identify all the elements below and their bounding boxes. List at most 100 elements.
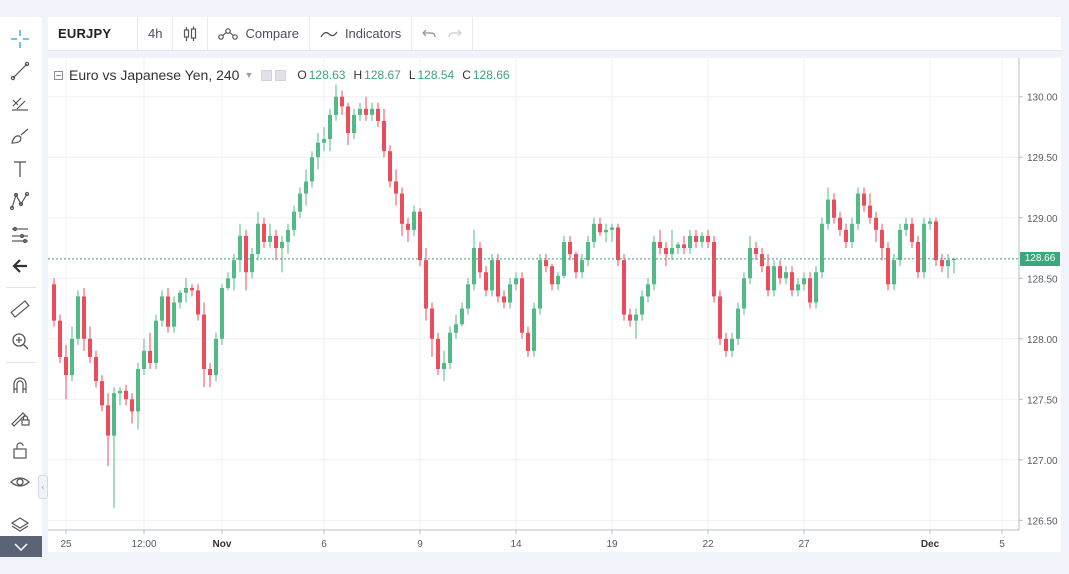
candle-up — [226, 272, 230, 291]
candle-body — [94, 356, 98, 382]
candle-body — [880, 229, 884, 249]
candle-down — [190, 284, 194, 297]
candle-body — [742, 278, 746, 309]
candle-body — [376, 108, 380, 121]
eye-icon[interactable] — [9, 471, 31, 493]
layers-icon[interactable] — [9, 514, 31, 536]
candle-down — [628, 308, 632, 327]
candle-body — [832, 199, 836, 218]
candle-down — [718, 290, 722, 345]
compare-button[interactable]: Compare — [208, 17, 310, 50]
candle-body — [172, 302, 176, 327]
chevron-down-icon — [14, 542, 28, 551]
candle-down — [766, 254, 770, 297]
hide-square-icon[interactable] — [275, 69, 287, 81]
candle-up — [412, 205, 416, 236]
candle-down — [424, 248, 428, 321]
candle-body — [700, 235, 704, 242]
candle-body — [430, 308, 434, 339]
time-tick-label: 25 — [60, 539, 72, 550]
candle-body — [412, 211, 416, 230]
time-tick-label: 22 — [702, 539, 714, 550]
candle-down — [376, 102, 380, 127]
candle-up — [856, 187, 860, 230]
candles-series — [52, 84, 956, 509]
candle-down — [910, 217, 914, 249]
candle-down — [712, 235, 716, 303]
candle-body — [868, 205, 872, 218]
undo-icon[interactable] — [422, 28, 436, 40]
candle-body — [448, 332, 452, 363]
candle-body — [460, 308, 464, 325]
candle-body — [130, 399, 134, 412]
ruler-icon[interactable] — [9, 298, 31, 320]
candle-body — [436, 338, 440, 370]
candle-down — [880, 223, 884, 261]
candle-up — [304, 169, 308, 206]
redo-icon[interactable] — [448, 28, 463, 40]
candle-body — [886, 248, 890, 285]
candle-body — [232, 260, 236, 279]
candle-down — [622, 254, 626, 321]
candle-up — [952, 257, 956, 274]
candle-body — [298, 193, 302, 212]
magnet-icon[interactable] — [9, 374, 31, 396]
chart-style-button[interactable] — [173, 17, 209, 50]
zoom-in-icon[interactable] — [9, 330, 31, 352]
candle-down — [934, 217, 938, 267]
back-arrow-icon[interactable] — [9, 255, 31, 277]
caret-down-icon[interactable]: ▼ — [244, 70, 254, 80]
price-tick-label: 129.50 — [1027, 153, 1058, 164]
candle-up — [118, 387, 122, 406]
candle-body — [484, 272, 488, 291]
tool-separator — [6, 362, 36, 363]
series-title[interactable]: Euro vs Japanese Yen, 240 — [69, 67, 240, 83]
candle-up — [466, 278, 470, 315]
candle-body — [898, 229, 902, 261]
interval-button[interactable]: 4h — [138, 17, 174, 50]
pattern-icon[interactable] — [9, 190, 31, 212]
lock-drawing-icon[interactable] — [9, 406, 31, 428]
unlock-icon[interactable] — [9, 439, 31, 461]
candle-body — [346, 106, 350, 134]
candle-down — [166, 287, 170, 333]
candle-down — [406, 217, 410, 242]
candle-down — [664, 241, 668, 267]
trend-line-icon[interactable] — [9, 60, 31, 82]
chart-area[interactable] — [48, 58, 1061, 552]
candle-up — [250, 248, 254, 279]
candle-down — [706, 229, 710, 249]
brush-icon[interactable] — [9, 125, 31, 147]
prediction-icon[interactable] — [9, 223, 31, 245]
pitchfork-icon[interactable] — [9, 93, 31, 115]
text-icon[interactable] — [9, 158, 31, 180]
candle-body — [826, 199, 830, 224]
candle-up — [748, 235, 752, 285]
candle-body — [670, 248, 674, 255]
indicators-button[interactable]: Indicators — [310, 17, 413, 50]
candle-down — [724, 332, 728, 357]
settings-square-icon[interactable] — [261, 69, 273, 81]
collapse-legend-icon[interactable] — [54, 70, 63, 80]
collapse-toolbar-button[interactable] — [0, 536, 42, 557]
crosshair-icon[interactable] — [9, 28, 31, 50]
candle-body — [580, 260, 584, 273]
candle-up — [784, 266, 788, 285]
candle-down — [568, 235, 572, 261]
candle-up — [280, 235, 284, 273]
candle-body — [592, 223, 596, 242]
candle-up — [676, 241, 680, 255]
candle-up — [820, 217, 824, 279]
candle-up — [508, 278, 512, 309]
candle-down — [130, 393, 134, 424]
candle-body — [922, 223, 926, 273]
candle-body — [688, 235, 692, 249]
candle-body — [322, 139, 326, 143]
candle-up — [742, 272, 746, 315]
toolbar-handle[interactable]: ‹ — [38, 475, 48, 499]
candle-down — [778, 260, 782, 285]
symbol-search[interactable]: EURJPY — [48, 17, 138, 50]
candle-body — [220, 287, 224, 339]
price-tick-label: 130.00 — [1027, 93, 1058, 104]
